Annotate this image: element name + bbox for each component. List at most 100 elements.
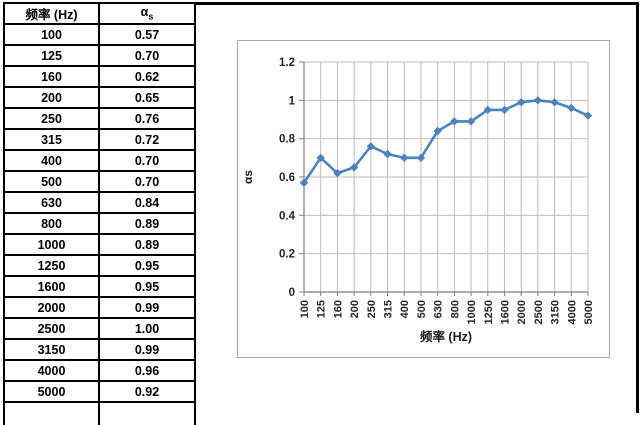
alpha-cell: 0.65: [98, 86, 196, 109]
x-tick-label: 1000: [466, 300, 478, 324]
y-tick-label: 0: [289, 287, 295, 299]
y-tick-label: 1: [289, 95, 296, 107]
data-point-marker: [550, 98, 559, 107]
x-tick-label: 100: [299, 300, 311, 318]
y-tick-label: 0.8: [279, 134, 296, 146]
frequency-cell: 315: [3, 128, 100, 151]
data-point-marker: [450, 117, 459, 126]
data-point-marker: [333, 168, 342, 178]
data-point-marker: [400, 153, 409, 163]
alpha-cell: 0.99: [98, 296, 196, 319]
table-row-cutoff: [3, 401, 196, 425]
alpha-cell: 0.57: [98, 23, 196, 46]
x-tick-label: 125: [316, 300, 328, 318]
y-tick-label: 0.2: [279, 249, 295, 261]
data-point-marker: [583, 111, 593, 120]
alpha-cell: 0.95: [98, 275, 196, 298]
frequency-cell: 2000: [3, 296, 100, 319]
table-row: 3150 0.99: [3, 338, 196, 361]
alpha-cell: 0.92: [98, 380, 196, 403]
x-axis-title: 频率 (Hz): [420, 329, 472, 344]
frequency-cell: 5000: [3, 380, 100, 403]
x-tick-label: 400: [399, 300, 411, 318]
data-point-marker: [299, 178, 309, 187]
x-tick-label: 4000: [566, 300, 578, 324]
table-row: 2500 1.00: [3, 317, 196, 340]
frequency-cell: 250: [3, 107, 100, 130]
table-row: 630 0.84: [3, 191, 196, 214]
alpha-cell: 0.84: [98, 191, 196, 214]
frequency-cell: 125: [3, 44, 100, 67]
frequency-table: 频率 (Hz) αs 100 0.57 125 0.70 160 0.62 200 0.65 2…: [3, 2, 196, 425]
absorption-line-chart: 0 0.2 0.4 0.6 0.8 1 1.2 100 125 160 200 250 315 400 50…: [237, 40, 610, 358]
alpha-subscript: s: [148, 11, 154, 22]
x-tick-label: 1600: [499, 300, 511, 324]
table-row: 1250 0.95: [3, 254, 196, 277]
x-tick-label: 160: [332, 300, 344, 318]
frequency-cell: 800: [3, 212, 100, 235]
table-row: 1000 0.89: [3, 233, 196, 256]
frequency-cell: 1250: [3, 254, 100, 277]
data-point-marker: [416, 153, 426, 163]
alpha-cell: 0.95: [98, 254, 196, 277]
frequency-cell: 100: [3, 23, 100, 46]
y-axis-title: αs: [241, 170, 255, 184]
data-point-marker: [383, 149, 392, 159]
alpha-cell: 0.76: [98, 107, 196, 130]
table-row: 4000 0.96: [3, 359, 196, 382]
table-row: 125 0.70: [3, 44, 196, 67]
table-row: 400 0.70: [3, 149, 196, 172]
table-row: 315 0.72: [3, 128, 196, 151]
frequency-cell: 160: [3, 65, 100, 88]
frequency-cell: 2500: [3, 317, 100, 340]
x-tick-label: 250: [366, 300, 378, 318]
y-tick-label: 0.6: [279, 172, 295, 184]
alpha-cell: 1.00: [98, 317, 196, 340]
table-row: 2000 0.99: [3, 296, 196, 319]
data-point-marker: [500, 105, 509, 115]
alpha-cell: 0.70: [98, 149, 196, 172]
y-tick-label: 1.2: [279, 57, 295, 69]
alpha-cell: 0.89: [98, 233, 196, 256]
x-tick-label: 500: [416, 300, 428, 318]
alpha-column-header: αs: [98, 2, 196, 25]
x-tick-label: 2500: [533, 300, 545, 324]
table-header-row: 频率 (Hz) αs: [3, 2, 196, 25]
alpha-cell: 0.70: [98, 44, 196, 67]
frequency-cell: 1000: [3, 233, 100, 256]
table-row: 800 0.89: [3, 212, 196, 235]
data-point-marker: [316, 153, 325, 163]
absorption-chart-svg: 0 0.2 0.4 0.6 0.8 1 1.2 100 125 160 200 250 315 400 50…: [241, 57, 595, 344]
document-page: 频率 (Hz) αs 100 0.57 125 0.70 160 0.62 200 0.65 2…: [3, 2, 639, 425]
table-row: 160 0.62: [3, 65, 196, 88]
frequency-cell: 1600: [3, 275, 100, 298]
frequency-cell: 3150: [3, 338, 100, 361]
alpha-symbol: α: [140, 5, 149, 20]
table-row: 500 0.70: [3, 170, 196, 193]
x-tick-label: 630: [433, 300, 445, 318]
frequency-cell: 4000: [3, 359, 100, 382]
table-row: 1600 0.95: [3, 275, 196, 298]
frequency-cell: 400: [3, 149, 100, 172]
data-point-marker: [366, 142, 376, 151]
alpha-cell: 0.89: [98, 212, 196, 235]
x-tick-label: 1250: [483, 300, 495, 324]
x-tick-label: 200: [349, 300, 361, 318]
y-tick-label: 0.4: [279, 210, 296, 222]
data-point-marker: [349, 163, 359, 172]
table-row: 5000 0.92: [3, 380, 196, 403]
table-row: 200 0.65: [3, 86, 196, 109]
frequency-cell: 630: [3, 191, 100, 214]
frequency-column-header: 频率 (Hz): [3, 2, 100, 25]
x-tick-label: 3150: [550, 300, 562, 324]
alpha-cell: 0.72: [98, 128, 196, 151]
frequency-cell: 200: [3, 86, 100, 109]
data-point-marker: [466, 117, 476, 126]
table-row: 100 0.57: [3, 23, 196, 46]
x-tick-label: 2000: [516, 300, 528, 324]
alpha-cell: 0.96: [98, 359, 196, 382]
data-point-marker: [516, 98, 526, 107]
series-line: [302, 99, 590, 185]
data-point-marker: [483, 105, 492, 115]
table-row: 250 0.76: [3, 107, 196, 130]
